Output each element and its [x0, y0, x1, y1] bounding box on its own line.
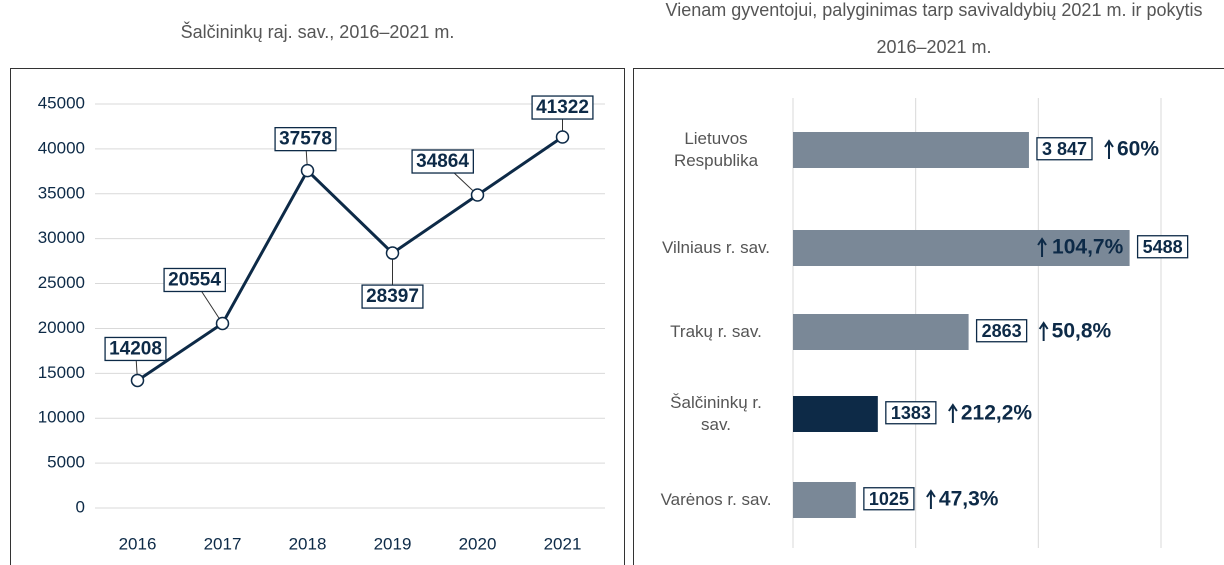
bar-chart-title: Vienam gyventojui, palyginimas tarp savi…: [665, 0, 1203, 57]
point: [470, 188, 485, 202]
label-box: [104, 336, 167, 362]
up-arrow: [926, 489, 936, 509]
line-chart-frame: [10, 68, 625, 565]
line: [136, 135, 564, 382]
value-label: 5488: [1143, 237, 1183, 257]
up-arrow: [1037, 237, 1047, 257]
data-label: 34864: [416, 151, 469, 172]
x-tick-label: 2019: [374, 534, 412, 553]
x-tick-label: 2020: [459, 534, 497, 553]
y-tick-label: 15000: [38, 363, 85, 382]
label-box: [274, 126, 337, 152]
value-label: 3 847: [1042, 139, 1087, 159]
value-label: 1383: [891, 403, 931, 423]
x-tick-label: 2021: [544, 534, 582, 553]
change-label: 50,8%: [1052, 320, 1112, 343]
point: [300, 163, 315, 178]
x-tick-label: 2016: [119, 534, 157, 553]
label-box: [863, 487, 915, 511]
category-label: Trakų r. sav.: [670, 322, 762, 341]
y-tick-label: 20000: [38, 318, 85, 337]
point: [385, 246, 400, 260]
value-label: 2863: [982, 321, 1022, 341]
change-label: 104,7%: [1052, 236, 1124, 259]
point: [555, 130, 570, 144]
line-chart-title: Šalčininkų raj. sav., 2016–2021 m.: [180, 22, 455, 42]
point: [215, 316, 230, 331]
data-label: 20554: [168, 269, 221, 290]
label-box: [975, 319, 1028, 343]
bar: [793, 230, 1130, 266]
up-arrow: [1038, 321, 1049, 341]
category-label: Šalčininkų r. sav.: [670, 393, 762, 434]
label-box: [1036, 137, 1093, 161]
category-label: Lietuvos Respublika: [673, 129, 759, 170]
bar: [793, 396, 878, 432]
up-arrow: [948, 403, 958, 423]
bar: [793, 314, 969, 350]
point: [130, 373, 145, 388]
data-label: 28397: [366, 286, 419, 307]
up-arrow: [1104, 139, 1114, 159]
category-label: Vilniaus r. sav.: [661, 238, 771, 257]
change-label: 60%: [1117, 138, 1159, 161]
label-box: [361, 284, 424, 309]
change-label: 47,3%: [939, 488, 999, 511]
y-tick-label: 0: [76, 497, 85, 516]
bar: [793, 132, 1029, 168]
label-box: [1136, 235, 1189, 259]
y-tick-label: 25000: [38, 273, 85, 292]
label-box: [163, 267, 226, 293]
value-label: 1025: [869, 489, 909, 509]
y-tick-label: 40000: [38, 138, 85, 157]
label-box: [411, 149, 474, 174]
x-tick-label: 2018: [289, 534, 327, 553]
y-tick-label: 30000: [38, 228, 85, 247]
change-label: 212,2%: [961, 402, 1033, 425]
x-tick-label: 2017: [204, 534, 242, 553]
bar: [793, 482, 856, 518]
bar-chart-frame: [633, 68, 1224, 565]
y-tick-label: 45000: [38, 93, 85, 112]
label-box: [531, 95, 594, 120]
label-box: [885, 401, 937, 425]
data-label: 14208: [109, 338, 162, 359]
data-label: 41322: [536, 97, 589, 118]
data-label: 37578: [279, 129, 332, 150]
y-tick-label: 35000: [38, 183, 85, 202]
y-tick-label: 10000: [38, 408, 85, 427]
category-label: Varėnos r. sav.: [660, 490, 772, 509]
y-tick-label: 5000: [47, 453, 85, 472]
